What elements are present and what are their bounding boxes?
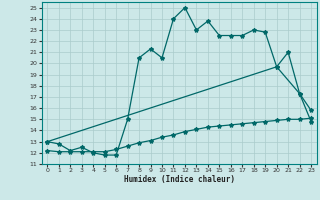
X-axis label: Humidex (Indice chaleur): Humidex (Indice chaleur)	[124, 175, 235, 184]
